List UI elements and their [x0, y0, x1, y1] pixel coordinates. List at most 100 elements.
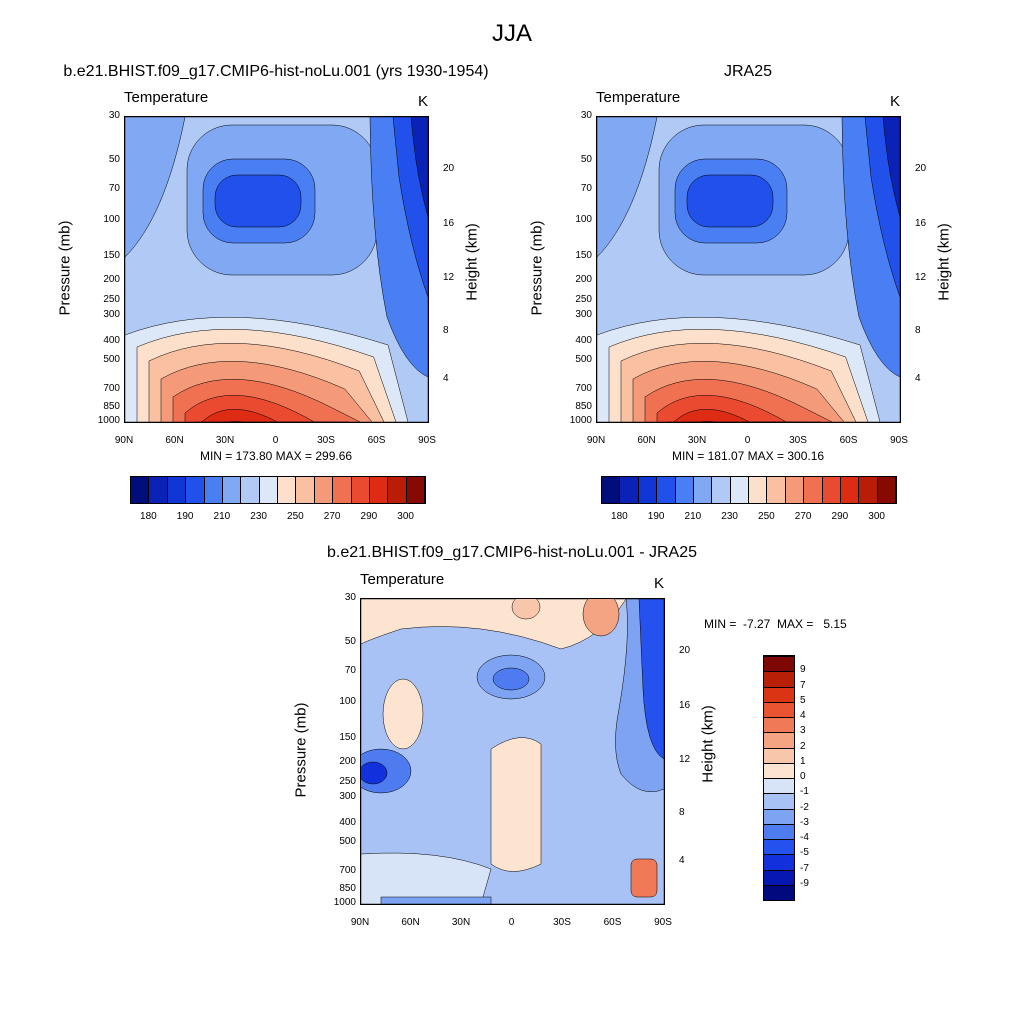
min-max-stats: MIN = 181.07 MAX = 300.16: [671, 449, 825, 463]
x-tick-label: 90N: [114, 435, 134, 446]
contour-band: [208, 420, 325, 422]
contour-band: [680, 420, 797, 422]
colorbar-label: 290: [360, 511, 378, 522]
colorbar-label: -3: [800, 816, 809, 828]
y2-axis-label: Height (km): [935, 223, 953, 301]
colorbar-swatch: [764, 884, 794, 900]
min-max-stats: MIN = 173.80 MAX = 299.66: [199, 449, 353, 463]
x-tick-label: 60N: [165, 435, 184, 446]
colorbar-label: -4: [800, 832, 809, 843]
y-tick-label: 250: [103, 294, 120, 305]
colorbar-swatch: [278, 477, 297, 503]
colorbar-swatch: [822, 477, 841, 503]
colorbar-swatch: [764, 747, 794, 763]
colorbar-label: 190: [647, 511, 665, 522]
contour-band: [686, 174, 774, 228]
y2-tick-label: 20: [679, 645, 691, 656]
colorbar-swatch: [804, 477, 823, 503]
y2-tick-label: 20: [915, 163, 927, 174]
colorbar-label: 190: [176, 511, 194, 522]
colorbar-swatch: [712, 477, 731, 503]
y-tick-label: 50: [108, 154, 120, 165]
y-axis-label: Pressure (mb): [56, 220, 74, 316]
colorbar-swatch: [749, 477, 768, 503]
y-axis-label: Pressure (mb): [292, 702, 310, 798]
panel-title: JRA25: [723, 63, 773, 80]
colorbar-label: 7: [800, 679, 806, 691]
contour-band: [361, 761, 388, 785]
colorbar-swatch: [730, 477, 749, 503]
colorbar-swatch: [241, 477, 260, 503]
x-tick-label: 90S: [890, 435, 908, 446]
y-tick-label: 30: [108, 110, 120, 121]
colorbar-swatch: [314, 477, 334, 503]
colorbar-swatch: [764, 671, 794, 687]
y-tick-label: 100: [339, 696, 356, 707]
variable-label: Temperature: [596, 89, 681, 106]
colorbar-swatch: [204, 477, 223, 503]
contour-band: [380, 896, 492, 904]
colorbar-label: 1: [800, 755, 806, 767]
colorbar-vertical: [763, 655, 795, 901]
contour-band: [882, 117, 900, 218]
y-tick-label: 400: [339, 817, 356, 828]
y-tick-label: 700: [103, 383, 120, 394]
y2-tick-label: 16: [679, 700, 691, 711]
colorbar-label: 270: [323, 511, 341, 522]
y-tick-label: 500: [575, 354, 592, 365]
panel-title: b.e21.BHIST.f09_g17.CMIP6-hist-noLu.001 …: [327, 544, 697, 561]
y-tick-label: 100: [575, 214, 592, 225]
x-tick-label: 30N: [215, 435, 235, 446]
colorbar-swatch: [840, 477, 860, 503]
colorbar-label: -7: [800, 862, 809, 874]
colorbar-label: -5: [800, 847, 809, 859]
x-tick-label: 30S: [553, 917, 571, 928]
colorbar-label: 230: [250, 511, 267, 522]
y2-axis-label: Height (km): [699, 705, 717, 783]
x-tick-label: 90N: [586, 435, 606, 446]
colorbar-label: 270: [794, 511, 812, 522]
colorbar-swatch: [859, 477, 878, 503]
colorbar-label: 250: [758, 511, 775, 522]
colorbar-swatch: [657, 477, 676, 503]
colorbar-swatch: [764, 656, 794, 672]
y2-tick-label: 16: [915, 218, 927, 229]
figure-title: JJA: [491, 20, 533, 47]
colorbar-swatch: [764, 808, 794, 824]
y2-axis-label: Height (km): [463, 223, 481, 301]
colorbar-swatch: [222, 477, 242, 503]
colorbar-swatch: [675, 477, 694, 503]
colorbar-label: -2: [800, 801, 809, 813]
colorbar-swatch: [764, 793, 794, 809]
min-max-stats: MIN = -7.27 MAX = 5.15: [704, 617, 847, 631]
y2-tick-label: 12: [443, 272, 455, 283]
y2-tick-label: 8: [679, 807, 685, 818]
x-tick-label: 0: [272, 435, 279, 446]
colorbar-label: 250: [287, 511, 304, 522]
colorbar-label: 4: [800, 710, 806, 721]
colorbar-swatch: [693, 477, 713, 503]
contour-band: [668, 409, 808, 422]
colorbar-label: 300: [397, 511, 414, 522]
y-tick-label: 1000: [569, 415, 592, 426]
colorbar-label: 5: [800, 694, 806, 706]
y-tick-label: 250: [339, 776, 356, 787]
colorbar-swatch: [296, 477, 315, 503]
colorbar-swatch: [602, 477, 621, 503]
colorbar-label: -9: [800, 877, 809, 889]
y-tick-label: 70: [108, 183, 120, 194]
colorbar-swatch: [764, 823, 794, 839]
colorbar-swatch: [764, 732, 794, 748]
y-tick-label: 50: [580, 154, 592, 165]
y2-tick-label: 16: [443, 218, 455, 229]
colorbar-swatch: [369, 477, 389, 503]
colorbar-swatch: [149, 477, 168, 503]
colorbar-label: 3: [800, 725, 806, 737]
y-tick-label: 70: [580, 183, 592, 194]
y2-tick-label: 8: [443, 325, 449, 336]
colorbar-swatch: [764, 686, 794, 702]
y-tick-label: 850: [339, 883, 356, 894]
x-tick-label: 30N: [451, 917, 471, 928]
contour-band: [630, 858, 658, 898]
colorbar-label: 210: [213, 511, 231, 522]
